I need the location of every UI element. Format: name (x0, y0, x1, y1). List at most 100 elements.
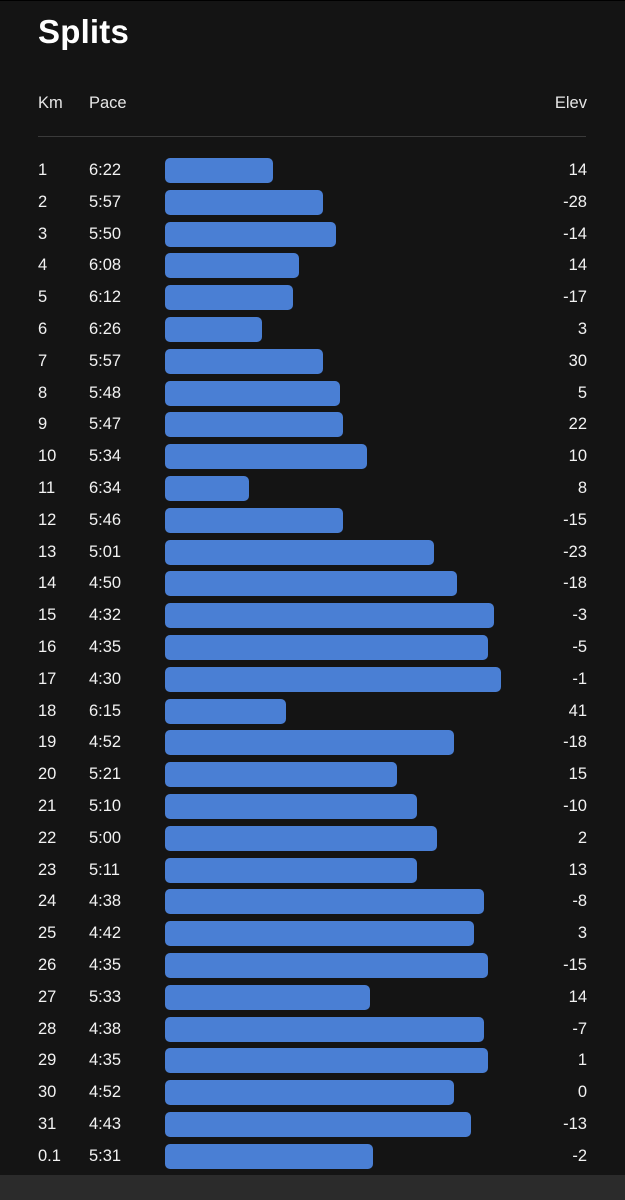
split-pace-bar (165, 634, 488, 660)
split-row[interactable]: 10 5:34 10 (0, 441, 625, 473)
split-row[interactable]: 9 5:47 22 (0, 409, 625, 441)
split-km: 10 (38, 447, 57, 466)
split-elev: 3 (577, 924, 587, 943)
split-km: 9 (38, 415, 48, 434)
split-km: 7 (38, 351, 48, 370)
split-row[interactable]: 2 5:57 -28 (0, 187, 625, 219)
split-elev: 15 (568, 765, 587, 784)
split-row[interactable]: 18 6:15 41 (0, 696, 625, 728)
split-pace: 6:08 (89, 256, 122, 275)
split-pace: 5:34 (89, 447, 122, 466)
split-row[interactable]: 26 4:35 -15 (0, 950, 625, 982)
split-row[interactable]: 4 6:08 14 (0, 250, 625, 282)
split-row[interactable]: 16 4:35 -5 (0, 632, 625, 664)
split-elev: 14 (568, 161, 587, 179)
split-row[interactable]: 23 5:11 13 (0, 855, 625, 887)
split-row[interactable]: 8 5:48 5 (0, 378, 625, 410)
split-elev: -3 (572, 606, 587, 625)
split-pace-bar (165, 507, 343, 533)
split-row[interactable]: 13 5:01 -23 (0, 537, 625, 569)
split-pace-bar (165, 348, 323, 374)
split-row[interactable]: 12 5:46 -15 (0, 505, 625, 537)
split-km: 0.1 (38, 1146, 61, 1165)
split-row[interactable]: 0.1 5:31 -2 (0, 1141, 625, 1173)
split-pace-bar (165, 984, 370, 1010)
split-elev: 30 (568, 351, 587, 370)
splits-table-header: Km Pace Elev (0, 94, 625, 118)
split-km: 1 (38, 161, 48, 179)
split-row[interactable]: 7 5:57 30 (0, 346, 625, 378)
split-row[interactable]: 19 4:52 -18 (0, 727, 625, 759)
split-km: 24 (38, 892, 57, 911)
split-elev: -8 (572, 892, 587, 911)
split-elev: 8 (577, 478, 587, 497)
split-row[interactable]: 29 4:35 1 (0, 1045, 625, 1077)
split-km: 8 (38, 383, 48, 402)
split-pace-bar (165, 825, 437, 851)
split-row[interactable]: 30 4:52 0 (0, 1077, 625, 1109)
split-km: 20 (38, 765, 57, 784)
split-km: 3 (38, 224, 48, 243)
split-pace-bar (165, 475, 249, 501)
split-row[interactable]: 24 4:38 -8 (0, 886, 625, 918)
split-row[interactable]: 25 4:42 3 (0, 918, 625, 950)
split-km: 29 (38, 1051, 57, 1070)
split-row[interactable]: 28 4:38 -7 (0, 1014, 625, 1046)
split-row[interactable]: 6 6:26 3 (0, 314, 625, 346)
split-row[interactable]: 17 4:30 -1 (0, 664, 625, 696)
split-row[interactable]: 21 5:10 -10 (0, 791, 625, 823)
split-elev: -5 (572, 637, 587, 656)
split-pace-bar (165, 793, 417, 819)
split-pace-bar (165, 158, 273, 183)
split-row[interactable]: 5 6:12 -17 (0, 282, 625, 314)
split-row[interactable]: 27 5:33 14 (0, 982, 625, 1014)
split-km: 28 (38, 1019, 57, 1038)
split-row[interactable]: 20 5:21 15 (0, 759, 625, 791)
split-elev: 22 (568, 415, 587, 434)
split-pace-bar (165, 730, 454, 756)
split-pace-bar (165, 253, 299, 279)
split-km: 14 (38, 574, 57, 593)
split-row[interactable]: 11 6:34 8 (0, 473, 625, 505)
split-row[interactable]: 31 4:43 -13 (0, 1109, 625, 1141)
split-row[interactable]: 3 5:50 -14 (0, 219, 625, 251)
split-km: 26 (38, 955, 57, 974)
split-km: 6 (38, 319, 48, 338)
split-pace: 5:47 (89, 415, 122, 434)
split-elev: -15 (563, 955, 587, 974)
split-pace: 4:35 (89, 955, 122, 974)
split-pace-bar (165, 603, 494, 629)
split-pace-bar (165, 285, 293, 311)
split-pace-bar (165, 762, 397, 788)
split-pace-bar (165, 189, 323, 215)
split-pace: 5:31 (89, 1146, 122, 1165)
split-km: 15 (38, 606, 57, 625)
split-km: 18 (38, 701, 57, 720)
split-pace: 5:57 (89, 351, 122, 370)
split-elev: -28 (563, 192, 587, 211)
split-km: 23 (38, 860, 57, 879)
split-pace: 6:34 (89, 478, 122, 497)
split-row[interactable]: 1 6:22 14 (0, 155, 625, 187)
split-elev: -10 (563, 796, 587, 815)
split-elev: 1 (577, 1051, 587, 1070)
split-elev: 13 (568, 860, 587, 879)
split-pace-bar (165, 221, 336, 247)
column-header-pace: Pace (89, 94, 127, 112)
split-elev: -17 (563, 288, 587, 307)
split-pace: 6:15 (89, 701, 122, 720)
column-header-km: Km (38, 94, 63, 112)
split-row[interactable]: 22 5:00 2 (0, 823, 625, 855)
split-km: 30 (38, 1083, 57, 1102)
split-row[interactable]: 14 4:50 -18 (0, 568, 625, 600)
split-elev: 10 (568, 447, 587, 466)
split-elev: -13 (563, 1114, 587, 1133)
split-pace-bar (165, 571, 457, 597)
split-elev: -15 (563, 510, 587, 529)
column-header-elev: Elev (554, 94, 587, 112)
split-elev: 0 (577, 1083, 587, 1102)
split-elev: -1 (572, 669, 587, 688)
split-row[interactable]: 15 4:32 -3 (0, 600, 625, 632)
split-pace: 5:01 (89, 542, 122, 561)
split-elev: 5 (577, 383, 587, 402)
